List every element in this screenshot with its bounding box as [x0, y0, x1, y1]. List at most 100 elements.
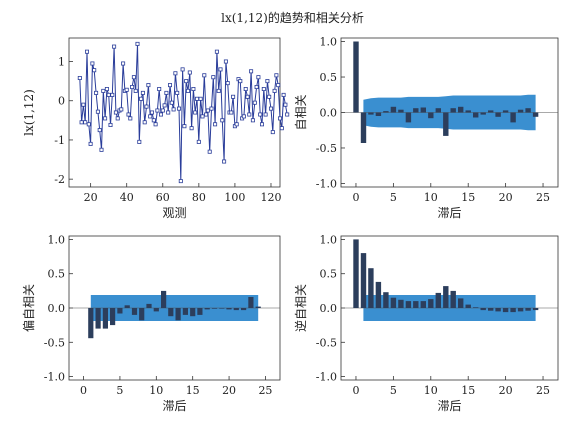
trend-point [254, 85, 259, 90]
trend-point [83, 120, 88, 125]
acf-bar [532, 112, 539, 117]
trend-point [211, 75, 216, 80]
iacf-bar [532, 308, 539, 311]
trend-point [283, 102, 288, 107]
acf-xlabel: 滞后 [437, 206, 461, 220]
pacf-bar [248, 297, 254, 308]
trend-point [202, 73, 207, 78]
pacf-xtick-label: 0 [80, 384, 87, 397]
trend-point [265, 79, 270, 84]
trend-point [256, 75, 261, 80]
iacf-bar [405, 301, 412, 308]
pacf-bar [175, 308, 181, 321]
trend-point [279, 126, 284, 131]
trend-ylabel: lx(1,12) [22, 89, 36, 136]
trend-ytick-label: 1 [58, 56, 65, 69]
iacf-bar [488, 308, 494, 311]
trend-point [115, 116, 120, 121]
pacf-bar [131, 308, 138, 315]
trend-point [259, 122, 264, 127]
pacf-bar [88, 308, 94, 339]
trend-point [247, 112, 252, 117]
pacf-xtick-label: 10 [149, 384, 163, 397]
pacf-ylabel: 偏自相关 [21, 284, 36, 332]
iacf-ylabel: 逆自相关 [293, 284, 308, 332]
iacf-bar [480, 308, 486, 311]
trend-point [126, 112, 131, 117]
trend-point [110, 92, 115, 97]
iacf-xtick-label: 20 [499, 384, 513, 397]
trend-point [113, 110, 118, 115]
acf-xtick-label: 15 [461, 191, 475, 204]
trend-point [167, 83, 172, 88]
pacf-ytick-label: -0.5 [44, 336, 65, 349]
trend-point [158, 112, 163, 117]
acf-bar [428, 112, 434, 119]
trend-point [191, 87, 196, 92]
figure-title: lx(1,12)的趋势和相关分析 [221, 10, 364, 25]
trend-ytick-label: 0 [58, 95, 65, 108]
trend-ytick-label: -2 [54, 173, 65, 186]
acf-bar [360, 112, 367, 143]
acf-bar [488, 110, 494, 113]
trend-point [101, 88, 106, 93]
trend-point [173, 71, 178, 76]
trend-point [124, 87, 129, 92]
trend-point [151, 118, 156, 123]
pacf-bar [146, 303, 152, 308]
iacf-bar [510, 308, 516, 313]
pacf-bar [153, 308, 159, 312]
trend-point [218, 67, 223, 72]
trend-point [133, 88, 138, 93]
iacf-ytick-label: -0.5 [316, 336, 337, 349]
acf-xtick-label: 0 [352, 191, 359, 204]
trend-point [146, 83, 151, 88]
acf-bar [435, 108, 441, 113]
trend-point [209, 106, 214, 111]
acf-xtick-label: 5 [390, 191, 397, 204]
trend-point [77, 76, 82, 81]
pacf-bar [117, 308, 123, 314]
trend-point [238, 79, 243, 84]
trend-point [223, 59, 228, 64]
trend-point [277, 116, 282, 121]
pacf-bar [161, 290, 167, 308]
acf-ytick-label: 0.5 [320, 71, 338, 84]
trend-point [137, 139, 142, 144]
trend-point [104, 87, 109, 92]
trend-point [241, 114, 246, 119]
trend-point [175, 90, 180, 95]
trend-point [99, 147, 104, 152]
trend-point [85, 49, 90, 54]
iacf-xtick-label: 5 [390, 384, 397, 397]
trend-point [162, 103, 167, 108]
acf-bar [495, 112, 501, 117]
iacf-ytick-label: -1.0 [316, 371, 337, 384]
trend-point [140, 90, 145, 95]
iacf-ytick-label: 0.0 [320, 302, 338, 315]
trend-point [231, 94, 236, 99]
trend-point [121, 61, 126, 66]
trend-point [216, 88, 221, 93]
trend-point [204, 112, 209, 117]
trend-xtick-label: 100 [224, 191, 245, 204]
trend-point [149, 110, 154, 115]
trend-point [169, 100, 174, 105]
trend-point [108, 123, 113, 128]
acf-bar [375, 112, 382, 116]
pacf-bar [211, 308, 218, 309]
trend-point [142, 120, 147, 125]
acf-bar [473, 112, 479, 118]
iacf-xtick-label: 15 [461, 384, 475, 397]
trend-point [220, 118, 225, 123]
pacf-bar [139, 308, 145, 321]
trend-point [213, 122, 218, 127]
acf-ytick-label: 0.0 [320, 107, 338, 120]
iacf-bar [383, 292, 389, 308]
pacf-ytick-label: 0.5 [48, 268, 66, 281]
iacf-bar [435, 292, 441, 308]
trend-point [194, 96, 199, 101]
pacf-bar [219, 308, 225, 309]
trend-point [86, 122, 91, 127]
trend-point [164, 90, 169, 95]
